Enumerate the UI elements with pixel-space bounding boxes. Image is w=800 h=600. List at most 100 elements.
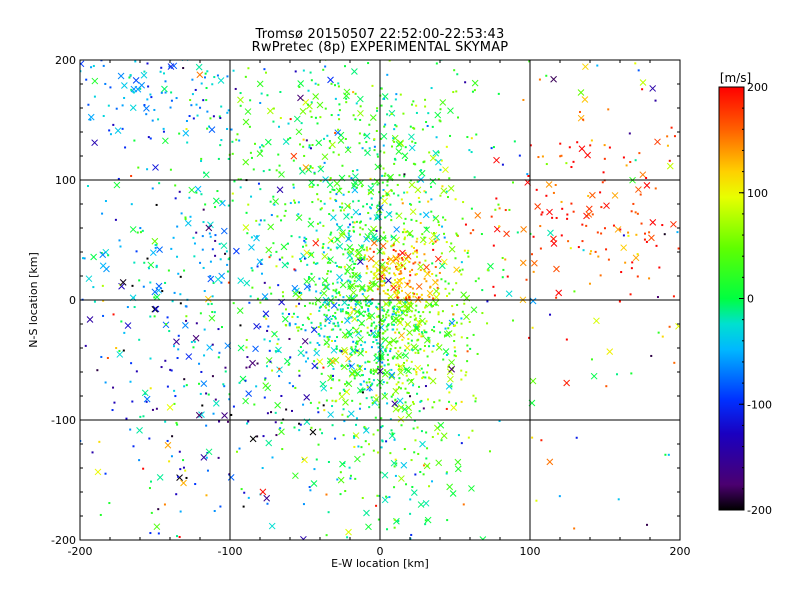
data-point-x — [242, 118, 250, 126]
data-point-dot — [316, 184, 319, 187]
data-point-dot — [280, 421, 283, 424]
data-point-dot — [345, 97, 348, 100]
data-point-x — [248, 244, 255, 251]
data-point-dot — [316, 262, 319, 265]
data-point-x — [336, 273, 343, 281]
data-point-dot — [262, 435, 265, 438]
data-point-dot — [249, 295, 252, 298]
data-point-dot — [627, 231, 630, 234]
data-point-dot — [237, 178, 240, 181]
data-point-dot — [512, 319, 515, 322]
data-point-dot — [248, 366, 251, 369]
data-point-dot — [335, 200, 338, 203]
data-point-dot — [270, 411, 273, 414]
data-point-dot — [108, 502, 111, 505]
data-point-x — [113, 181, 121, 189]
data-point-dot — [378, 403, 381, 406]
data-point-x — [373, 16, 379, 22]
data-point-dot — [490, 147, 493, 150]
data-point-x — [297, 94, 304, 102]
data-point-dot — [311, 185, 314, 188]
data-point-x — [370, 239, 378, 247]
data-point-dot — [321, 246, 324, 249]
data-point-dot — [383, 125, 386, 128]
data-point-dot — [406, 391, 409, 394]
data-point-x — [446, 483, 454, 491]
data-point-dot — [257, 182, 260, 185]
data-point-dot — [314, 262, 317, 265]
data-point-dot — [98, 440, 101, 443]
data-point-x — [200, 453, 208, 461]
data-point-dot — [448, 177, 451, 180]
data-point-dot — [377, 302, 380, 305]
data-point-dot — [155, 203, 158, 206]
data-point-dot — [406, 311, 409, 314]
data-point-dot — [384, 236, 387, 239]
data-point-x — [379, 234, 387, 242]
data-point-x — [284, 357, 291, 365]
data-point-dot — [406, 282, 409, 285]
data-point-x — [341, 346, 348, 354]
data-point-dot — [559, 155, 562, 158]
data-point-dot — [413, 250, 416, 253]
data-point-dot — [171, 435, 174, 438]
data-point-dot — [365, 381, 368, 384]
data-point-x — [116, 351, 124, 358]
data-point-dot — [353, 185, 356, 188]
data-point-dot — [469, 347, 472, 350]
data-point-dot — [447, 365, 450, 368]
data-point-dot — [306, 316, 309, 319]
data-point-dot — [359, 302, 362, 305]
data-point-x — [336, 224, 344, 232]
data-point-x — [292, 472, 299, 480]
data-point-dot — [115, 107, 118, 110]
data-point-dot — [572, 160, 575, 163]
data-point-dot — [394, 458, 397, 461]
data-point-x — [643, 181, 651, 189]
data-point-dot — [444, 287, 447, 290]
data-point-dot — [264, 71, 267, 74]
data-point-dot — [294, 386, 297, 389]
data-point-dot — [327, 246, 330, 249]
data-point-dot — [299, 143, 302, 146]
data-point-dot — [456, 73, 459, 76]
data-point-x — [349, 19, 355, 25]
data-point-x — [345, 235, 352, 243]
data-point-dot — [393, 157, 396, 160]
data-point-dot — [392, 357, 395, 360]
data-point-dot — [342, 193, 345, 196]
data-point-dot — [410, 459, 413, 462]
data-point-dot — [393, 465, 396, 468]
data-point-dot — [138, 279, 141, 282]
data-point-dot — [173, 389, 176, 392]
data-point-dot — [226, 75, 229, 78]
data-point-x — [346, 252, 354, 260]
data-point-dot — [325, 279, 328, 282]
data-point-dot — [452, 313, 455, 316]
data-point-dot — [433, 326, 436, 329]
data-point-dot — [265, 317, 268, 320]
data-point-dot — [454, 350, 457, 353]
data-point-dot — [146, 98, 149, 101]
data-point-dot — [356, 249, 359, 252]
data-point-x — [445, 330, 453, 337]
data-point-dot — [455, 90, 458, 93]
data-point-x — [321, 277, 329, 284]
data-point-dot — [334, 290, 337, 293]
data-point-dot — [287, 138, 290, 141]
data-point-dot — [424, 331, 427, 334]
data-point-dot — [368, 282, 371, 285]
data-point-dot — [428, 485, 431, 488]
data-point-dot — [404, 401, 407, 404]
data-point-dot — [603, 144, 606, 147]
data-point-dot — [421, 128, 424, 131]
data-point-x — [272, 198, 279, 205]
data-point-dot — [383, 266, 386, 269]
data-point-dot — [309, 55, 311, 57]
data-point-x — [52, 304, 58, 310]
data-point-dot — [435, 136, 438, 139]
data-point-dot — [410, 301, 413, 304]
data-point-dot — [210, 302, 213, 305]
data-point-dot — [371, 298, 374, 301]
data-point-dot — [153, 108, 156, 111]
